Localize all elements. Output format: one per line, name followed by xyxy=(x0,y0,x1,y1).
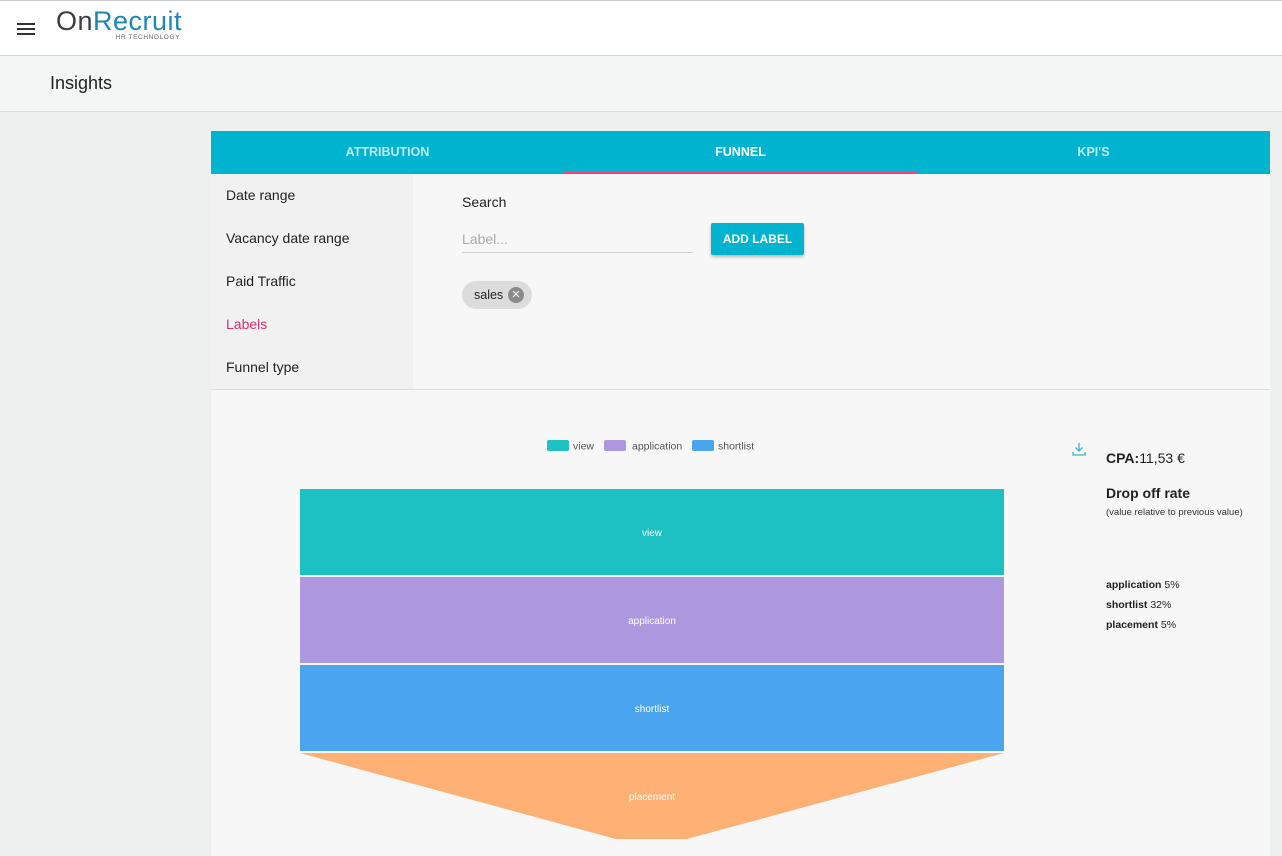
sidebar-item-vacancy-date-range[interactable]: Vacancy date range xyxy=(226,230,350,246)
page-title: Insights xyxy=(50,73,113,93)
legend-label-view[interactable]: view xyxy=(573,441,594,453)
onrecruit-logo[interactable]: OnRecruit HR TECHNOLOGY xyxy=(56,6,182,41)
top-app-bar: OnRecruit HR TECHNOLOGY xyxy=(0,0,1282,56)
drop-off-title: Drop off rate xyxy=(1106,485,1190,501)
drop-off-stage: application xyxy=(1106,579,1162,591)
divider xyxy=(211,389,1270,390)
drop-off-row-application: application 5% xyxy=(1106,575,1266,595)
funnel-segment-shortlist[interactable] xyxy=(300,665,1004,751)
funnel-label-shortlist: shortlist xyxy=(635,704,670,715)
sidebar-item-labels[interactable]: Labels xyxy=(226,316,268,332)
page-header: Insights xyxy=(0,56,1282,112)
drop-off-subtitle: (value relative to previous value) xyxy=(1106,507,1243,518)
funnel-segment-placement[interactable] xyxy=(300,753,1004,839)
chip-label: sales xyxy=(474,288,504,302)
funnel-segment-application[interactable] xyxy=(300,577,1004,663)
add-label-button[interactable]: ADD LABEL xyxy=(711,223,804,255)
logo-recruit-text: Recruit xyxy=(93,6,183,36)
logo-on-text: On xyxy=(56,6,94,36)
funnel-label-view: view xyxy=(642,528,663,539)
tab-attribution[interactable]: ATTRIBUTION xyxy=(345,145,430,159)
hamburger-menu-icon[interactable] xyxy=(17,23,35,37)
funnel-label-placement: placement xyxy=(629,792,675,803)
logo-tagline: HR TECHNOLOGY xyxy=(115,34,181,41)
insights-card: ATTRIBUTION FUNNEL KPI'S Date range Vaca… xyxy=(211,131,1270,856)
search-label: Search xyxy=(462,194,507,210)
drop-off-stage: placement xyxy=(1106,619,1158,631)
cpa-label: CPA: xyxy=(1106,450,1140,466)
tab-bar: ATTRIBUTION FUNNEL KPI'S xyxy=(211,131,1270,174)
legend-label-shortlist[interactable]: shortlist xyxy=(718,441,754,453)
tab-kpis[interactable]: KPI'S xyxy=(1077,145,1110,159)
cpa-value: 11,53 € xyxy=(1139,450,1185,466)
funnel-chart: view application shortlist view application… xyxy=(300,440,1004,839)
drop-off-value: 32% xyxy=(1150,599,1172,611)
drop-off-row-shortlist: shortlist 32% xyxy=(1106,595,1266,615)
funnel-stats-panel: CPA:11,53 € Drop off rate (value relativ… xyxy=(1106,450,1266,635)
drop-off-stage: shortlist xyxy=(1106,599,1148,611)
filter-sidebar: Date range Vacancy date range Paid Traff… xyxy=(211,174,413,389)
legend-label-application[interactable]: application xyxy=(632,441,682,453)
label-search-input[interactable] xyxy=(462,226,693,253)
download-icon[interactable] xyxy=(1071,441,1087,457)
legend-swatch-view[interactable] xyxy=(547,440,569,451)
drop-off-value: 5% xyxy=(1160,619,1177,631)
funnel-segment-view[interactable] xyxy=(300,489,1004,575)
legend-swatch-application[interactable] xyxy=(604,440,626,451)
drop-off-value: 5% xyxy=(1164,579,1180,591)
drop-off-row-placement: placement 5% xyxy=(1106,615,1266,635)
chip-remove-icon[interactable]: ✕ xyxy=(508,287,524,303)
drop-off-list: application 5% shortlist 32% placement 5… xyxy=(1106,575,1266,635)
sidebar-item-date-range[interactable]: Date range xyxy=(226,187,296,203)
label-chip-sales: sales ✕ xyxy=(462,281,532,309)
labels-filter-panel: Search ADD LABEL sales ✕ xyxy=(413,174,1270,389)
funnel-label-application: application xyxy=(628,616,676,627)
cpa-display: CPA:11,53 € xyxy=(1106,450,1266,466)
legend-swatch-shortlist[interactable] xyxy=(692,440,714,451)
tab-funnel[interactable]: FUNNEL xyxy=(564,131,917,174)
sidebar-item-paid-traffic[interactable]: Paid Traffic xyxy=(226,273,296,289)
sidebar-item-funnel-type[interactable]: Funnel type xyxy=(226,359,300,375)
funnel-segments: view application shortlist placement xyxy=(300,489,1004,839)
chart-legend: view application shortlist xyxy=(547,440,754,453)
